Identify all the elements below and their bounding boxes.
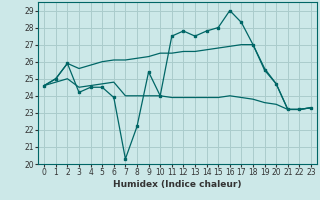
X-axis label: Humidex (Indice chaleur): Humidex (Indice chaleur)	[113, 180, 242, 189]
